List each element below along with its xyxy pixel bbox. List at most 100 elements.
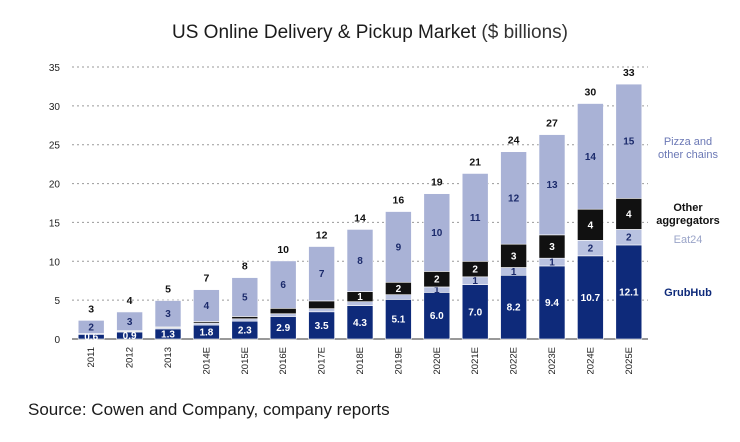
data-label-eat24: 1 xyxy=(434,285,440,296)
bar-segment-other-aggregators xyxy=(231,316,259,320)
legend-other-aggregators: aggregators xyxy=(656,215,720,227)
total-label: 7 xyxy=(203,273,209,285)
x-tick-label: 2025E xyxy=(624,347,635,374)
data-label-pizza: 3 xyxy=(127,317,133,328)
data-label-pizza: 3 xyxy=(165,309,171,320)
bar-stacks: 0.6230.9341.3351.8472.3582.96103.57124.3… xyxy=(77,67,643,343)
bar-segment-pizza xyxy=(385,211,412,283)
bar-segment-eat24 xyxy=(385,294,412,300)
y-tick-label: 10 xyxy=(49,257,61,268)
bar-segment-other-aggregators xyxy=(615,198,643,230)
x-tick-label: 2019E xyxy=(393,347,404,374)
bar-segment-pizza xyxy=(538,134,566,236)
x-tick-label: 2023E xyxy=(547,347,558,374)
bar-segment-other-aggregators xyxy=(308,300,335,309)
total-label: 4 xyxy=(127,295,133,307)
x-tick-label: 2022E xyxy=(509,347,520,374)
total-label: 8 xyxy=(242,261,248,273)
data-label-grubhub: 2.9 xyxy=(276,323,290,334)
data-label-other-aggregators: 3 xyxy=(549,242,555,253)
source-note: Source: Cowen and Company, company repor… xyxy=(28,400,390,419)
bar-segment-pizza xyxy=(461,173,489,262)
total-label: 30 xyxy=(585,87,597,99)
data-label-pizza: 6 xyxy=(280,280,286,291)
bar-stack: 4.3 1 8 14 xyxy=(346,212,374,340)
bar-stack: 7.0 12 11 21 xyxy=(461,156,489,340)
bar-segment-grubhub xyxy=(538,265,566,340)
data-label-pizza: 4 xyxy=(204,301,210,312)
y-tick-label: 35 xyxy=(49,63,61,74)
x-tick-label: 2011 xyxy=(86,347,97,367)
x-tick-label: 2016E xyxy=(278,347,289,374)
bar-stack: 1.8 4 7 xyxy=(193,273,220,340)
data-label-pizza: 14 xyxy=(585,152,597,163)
legend-other-aggregators: Other xyxy=(673,202,703,214)
bar-segment-pizza xyxy=(231,277,259,317)
bar-segment-pizza xyxy=(269,260,297,309)
total-label: 27 xyxy=(546,118,558,130)
bar-stack: 0.62 3 xyxy=(77,303,105,343)
bar-segment-other-aggregators xyxy=(577,208,604,241)
y-tick-label: 15 xyxy=(49,218,61,229)
x-tick-label: 2014E xyxy=(201,347,212,374)
data-label-other-aggregators: 2 xyxy=(434,275,440,286)
data-label-other-aggregators: 2 xyxy=(396,284,402,295)
x-tick-label: 2018E xyxy=(355,347,366,374)
x-tick-label: 2024E xyxy=(585,347,596,374)
legend-pizza: other chains xyxy=(658,149,718,161)
data-label-eat24: 2 xyxy=(588,244,594,255)
data-label-pizza: 11 xyxy=(470,213,481,224)
legend-pizza: Pizza and xyxy=(664,136,712,148)
bar-segment-pizza xyxy=(615,83,643,199)
bar-segment-grubhub xyxy=(423,292,451,340)
data-label-pizza: 2 xyxy=(88,322,94,333)
data-label-pizza: 8 xyxy=(357,256,363,267)
data-label-eat24: 1 xyxy=(549,258,555,269)
bar-segment-grubhub xyxy=(615,244,643,340)
bar-segment-pizza xyxy=(154,300,182,328)
bar-segment-eat24 xyxy=(231,318,259,322)
data-label-pizza: 9 xyxy=(396,242,402,253)
data-label-eat24: 1 xyxy=(511,267,517,278)
bar-stack: 2.3 5 8 xyxy=(231,261,259,340)
total-label: 16 xyxy=(393,195,405,207)
total-label: 3 xyxy=(88,303,94,315)
data-label-pizza: 7 xyxy=(319,269,325,280)
y-tick-label: 5 xyxy=(54,296,60,307)
bar-segment-pizza xyxy=(577,103,604,210)
legend-eat24: Eat24 xyxy=(674,234,703,246)
data-label-grubhub: 9.4 xyxy=(545,298,559,309)
y-tick-label: 30 xyxy=(49,102,61,113)
data-label-grubhub: 7.0 xyxy=(468,307,482,318)
data-label-grubhub: 0.9 xyxy=(123,331,137,342)
data-label-grubhub: 4.3 xyxy=(353,318,367,329)
data-label-eat24: 1 xyxy=(472,276,478,287)
chart-title-unit: ($ billions) xyxy=(481,22,568,43)
bar-stack: 0.9 3 4 xyxy=(116,295,143,342)
bar-stack: 2.9 6 10 xyxy=(269,244,297,340)
x-tick-label: 2015E xyxy=(240,347,251,374)
data-label-other-aggregators: 1 xyxy=(357,292,363,303)
bar-segment-pizza xyxy=(193,289,220,322)
data-label-pizza: 12 xyxy=(508,193,520,204)
data-label-other-aggregators: 3 xyxy=(511,251,517,262)
bar-segment-eat24 xyxy=(269,313,297,317)
total-label: 24 xyxy=(508,135,520,147)
x-tick-label: 2020E xyxy=(432,347,443,374)
data-label-other-aggregators: 4 xyxy=(588,220,594,231)
data-label-grubhub: 1.3 xyxy=(161,329,175,340)
total-label: 21 xyxy=(469,156,481,168)
data-label-grubhub: 10.7 xyxy=(581,293,601,304)
bar-segment-pizza xyxy=(116,311,143,331)
legend-grubhub: GrubHub xyxy=(664,287,712,299)
y-tick-label: 25 xyxy=(49,141,61,152)
data-label-pizza: 15 xyxy=(623,137,635,148)
chart-title-text: US Online Delivery & Pickup Market xyxy=(172,22,477,43)
data-label-grubhub: 2.3 xyxy=(238,326,252,337)
x-tick-label: 2013 xyxy=(163,347,174,368)
bar-stack: 12.1 2 4 15 33 xyxy=(615,67,643,340)
bar-stack: 1.3 3 5 xyxy=(154,284,182,340)
